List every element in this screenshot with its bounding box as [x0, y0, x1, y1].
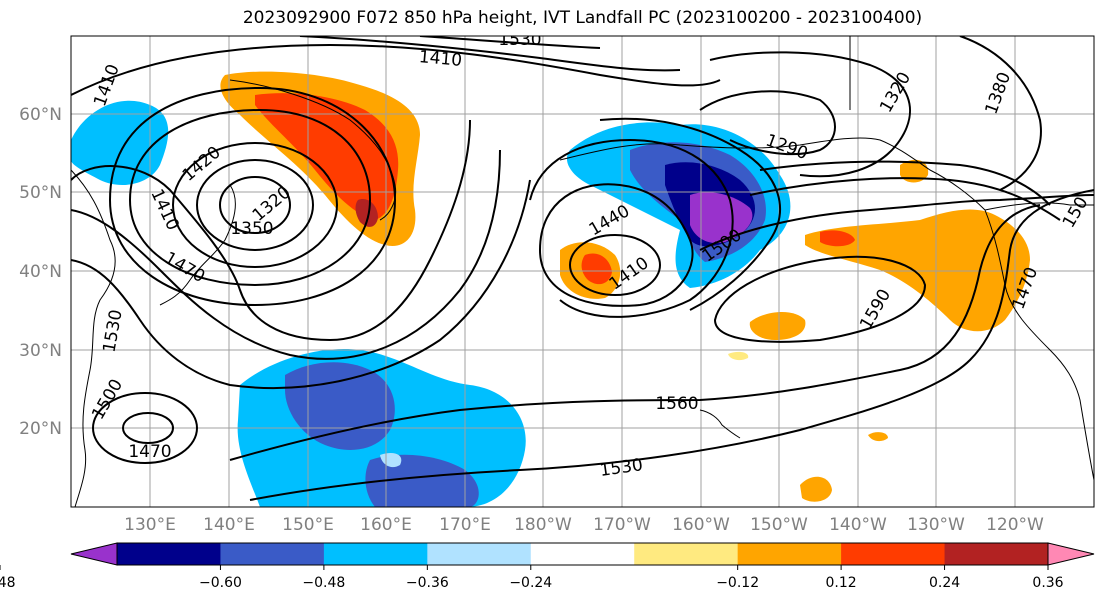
colorbar-tick-label: −0.48 — [302, 575, 345, 591]
contour-label: 1350 — [230, 219, 273, 239]
lon-label: 140°W — [829, 515, 887, 535]
colorbar-tick-label: −0.12 — [716, 575, 759, 591]
contour-1380-east — [959, 36, 1042, 191]
ivt-positive-region-southeast-blob — [749, 311, 806, 340]
contour-label: 1470 — [128, 442, 171, 462]
contour-1470-central — [529, 138, 734, 318]
colorbar-tick-label: 0.48 — [0, 575, 16, 591]
lon-label: 120°W — [986, 515, 1044, 535]
contour-1380-west-low — [172, 142, 338, 268]
colorbar-right-extension — [1047, 542, 1095, 566]
ivt-positive-region-east-pacific-core — [820, 230, 855, 247]
lon-label: 170°E — [439, 515, 491, 535]
contour-1470-subtropical-low — [122, 412, 174, 444]
graticule — [71, 36, 1094, 507]
ivt-positive-region-south-small — [800, 476, 832, 502]
contour-1380-north — [299, 36, 681, 72]
colorbar-tick-label: −0.36 — [406, 575, 449, 591]
colorbar-tick-label: 0.24 — [929, 575, 960, 591]
contour-1470-east — [749, 177, 1061, 221]
contour-1320-alaska — [709, 51, 911, 178]
lat-label: 60°N — [19, 105, 62, 125]
contour-1320-west-low — [219, 176, 291, 234]
contour-1470-west — [71, 119, 471, 342]
colorbar-cell — [530, 543, 635, 565]
colorbar-cell — [944, 543, 1049, 565]
contour-1530-south — [249, 189, 1094, 501]
contour-1410-west-low — [128, 108, 372, 287]
lon-label: 160°W — [672, 515, 730, 535]
map-plot-area: 1410 1410 1530 1420 1320 1350 1410 1470 … — [71, 30, 1094, 507]
ivt-positive-region-south-tiny — [868, 432, 888, 442]
contour-1290-alaska — [699, 90, 836, 156]
colorbar-cells — [116, 542, 1049, 566]
contour-1560 — [229, 204, 1041, 461]
height-contours — [71, 36, 1094, 501]
lat-label: 40°N — [19, 262, 62, 282]
border-canada-us — [849, 36, 1094, 211]
contour-1440-east — [759, 160, 1051, 206]
colorbar-cell — [737, 543, 842, 565]
coastline-japan — [159, 184, 236, 306]
coastline-alaska — [559, 137, 986, 211]
contour-1440-central — [538, 183, 694, 307]
contour-1500-subtropical-low — [92, 392, 198, 464]
contour-1500-central — [599, 117, 781, 311]
contour-1410-north — [71, 43, 721, 96]
contour-1530-west — [71, 179, 531, 389]
contour-label: 1410 — [418, 47, 463, 71]
ivt-negative-region-northeast-pacific-peak — [690, 192, 753, 244]
colorbar-cell — [634, 543, 739, 565]
coastline-hawaii — [699, 409, 741, 439]
coastline-asia — [71, 169, 116, 507]
colorbar-left-extension — [70, 542, 118, 566]
contour-1350-west-low — [196, 159, 314, 251]
colorbar-ticks: −0.60 −0.48 −0.36 −0.24 −0.12 0.12 0.24 0.36 0.4… — [0, 565, 1064, 591]
colorbar-tick-label: −0.60 — [199, 575, 242, 591]
lon-label: 150°E — [282, 515, 334, 535]
colorbar-cell — [117, 543, 221, 565]
lon-label: 130°W — [907, 515, 965, 535]
ivt-positive-region-central-low-core — [581, 253, 612, 285]
ivt-positive-region-gulf-coast — [900, 159, 929, 183]
latitude-labels: 60°N 50°N 40°N 30°N 20°N — [19, 105, 62, 439]
lat-label: 20°N — [19, 419, 62, 439]
colorbar-cell — [427, 543, 532, 565]
ivt-positive-region-east-pacific — [805, 209, 1030, 332]
contour-1500-west — [71, 149, 501, 360]
lon-label: 160°E — [360, 515, 412, 535]
contour-1410-central-low — [569, 234, 661, 296]
lat-label: 30°N — [19, 341, 62, 361]
lon-label: 140°E — [203, 515, 255, 535]
colorbar-cell — [220, 543, 325, 565]
map-title: 2023092900 F072 850 hPa height, IVT Land… — [242, 8, 923, 28]
longitude-labels: 130°E 140°E 150°E 160°E 170°E 180°W 170°… — [124, 515, 1044, 535]
contour-1350-north — [419, 36, 601, 49]
ivt-negative-region-subtropical-south-light — [380, 453, 402, 468]
contour-label: 1560 — [655, 394, 698, 414]
lon-label: 130°E — [124, 515, 176, 535]
coastlines — [71, 36, 1094, 507]
lat-label: 50°N — [19, 183, 62, 203]
colorbar-tick-label: 0.12 — [826, 575, 857, 591]
contour-label: 1530 — [498, 30, 541, 50]
colorbar-cell — [841, 543, 946, 565]
colorbar: −0.60 −0.48 −0.36 −0.24 −0.12 0.12 0.24 0.36 0.4… — [0, 542, 1095, 591]
ivt-positive-region-southeast-blob-light — [728, 351, 749, 361]
ivt-positive-region-kamchatka-dark — [355, 199, 378, 227]
contour-1440-west-low — [108, 86, 397, 307]
lon-label: 150°W — [750, 515, 808, 535]
map-frame — [70, 35, 1095, 508]
coastline-north-america-west — [984, 209, 1094, 481]
lon-label: 180°W — [514, 515, 572, 535]
lon-label: 170°W — [593, 515, 651, 535]
colorbar-tick-label: −0.24 — [509, 575, 552, 591]
colorbar-tick-label: 0.36 — [1032, 575, 1063, 591]
contour-1500-east — [699, 194, 1094, 251]
colorbar-cell — [323, 543, 428, 565]
contour-1590-east-high — [713, 255, 927, 343]
ivt-negative-region-subtropical-south — [365, 454, 479, 507]
